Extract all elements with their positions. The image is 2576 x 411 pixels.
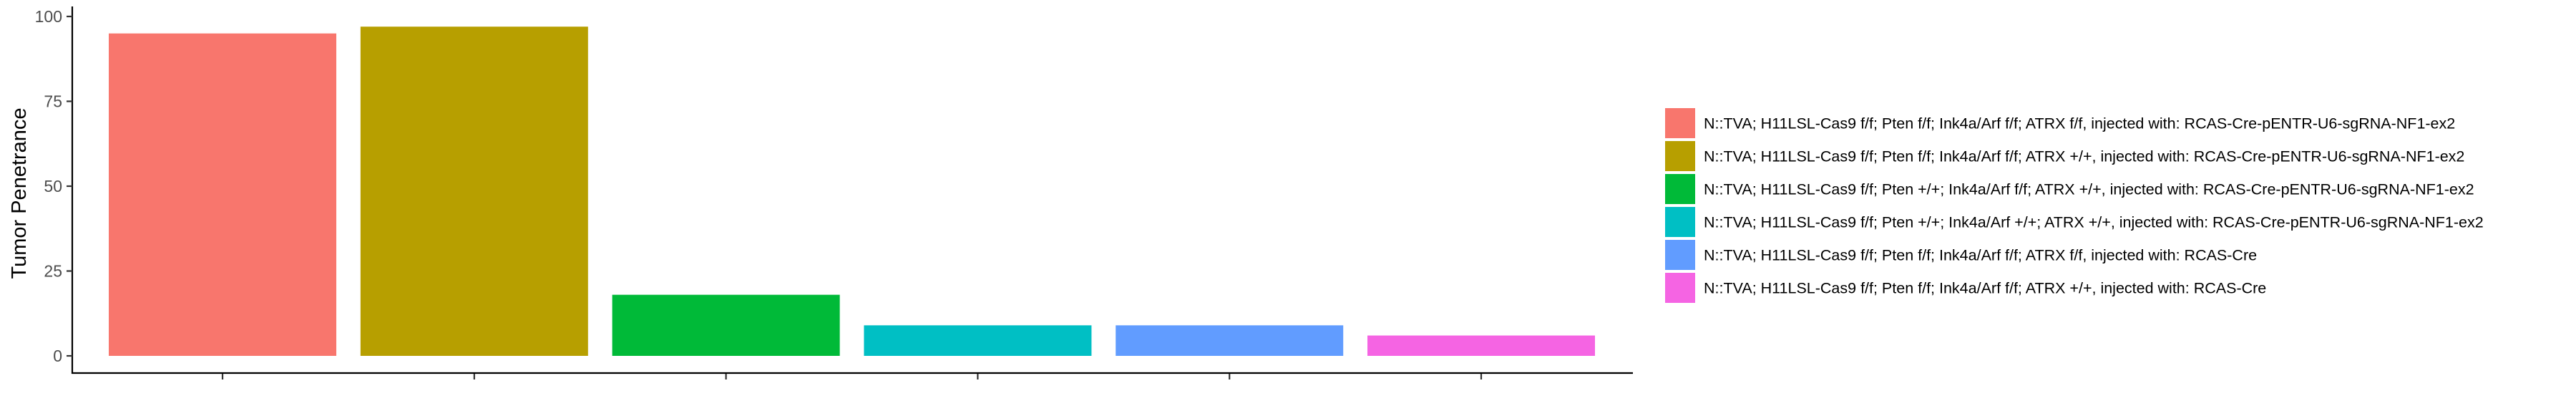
legend-label-6: N::TVA; H11LSL-Cas9 f/f; Pten f/f; Ink4a… — [1704, 280, 2266, 297]
y-tick-label-0: 0 — [53, 347, 62, 365]
legend: N::TVA; H11LSL-Cas9 f/f; Pten f/f; Ink4a… — [1665, 108, 2484, 303]
legend-key-1 — [1665, 108, 1695, 138]
x-ticks-group — [221, 374, 1483, 379]
bar-4 — [864, 325, 1092, 356]
legend-label-1: N::TVA; H11LSL-Cas9 f/f; Pten f/f; Ink4a… — [1704, 115, 2455, 132]
y-axis-title: Tumor Penetrance — [8, 107, 31, 279]
y-tick-label-75: 75 — [44, 92, 62, 111]
legend-key-4 — [1665, 207, 1695, 237]
bar-6 — [1367, 335, 1595, 356]
legend-key-6 — [1665, 273, 1695, 303]
legend-key-5 — [1665, 240, 1695, 270]
y-ticks-group: 0 25 50 75 100 — [35, 7, 72, 365]
y-tick-label-25: 25 — [44, 262, 62, 281]
legend-key-3 — [1665, 174, 1695, 204]
legend-label-2: N::TVA; H11LSL-Cas9 f/f; Pten f/f; Ink4a… — [1704, 148, 2464, 165]
y-tick-label-100: 100 — [35, 7, 62, 26]
y-tick-label-50: 50 — [44, 177, 62, 195]
bar-3 — [612, 294, 840, 356]
bar-5 — [1116, 325, 1344, 356]
bar-2 — [360, 26, 588, 356]
legend-key-2 — [1665, 141, 1695, 171]
legend-label-4: N::TVA; H11LSL-Cas9 f/f; Pten +/+; Ink4a… — [1704, 214, 2484, 231]
bars-group — [109, 26, 1595, 356]
legend-label-5: N::TVA; H11LSL-Cas9 f/f; Pten f/f; Ink4a… — [1704, 247, 2257, 264]
bar-1 — [109, 33, 336, 356]
legend-label-3: N::TVA; H11LSL-Cas9 f/f; Pten +/+; Ink4a… — [1704, 181, 2474, 198]
